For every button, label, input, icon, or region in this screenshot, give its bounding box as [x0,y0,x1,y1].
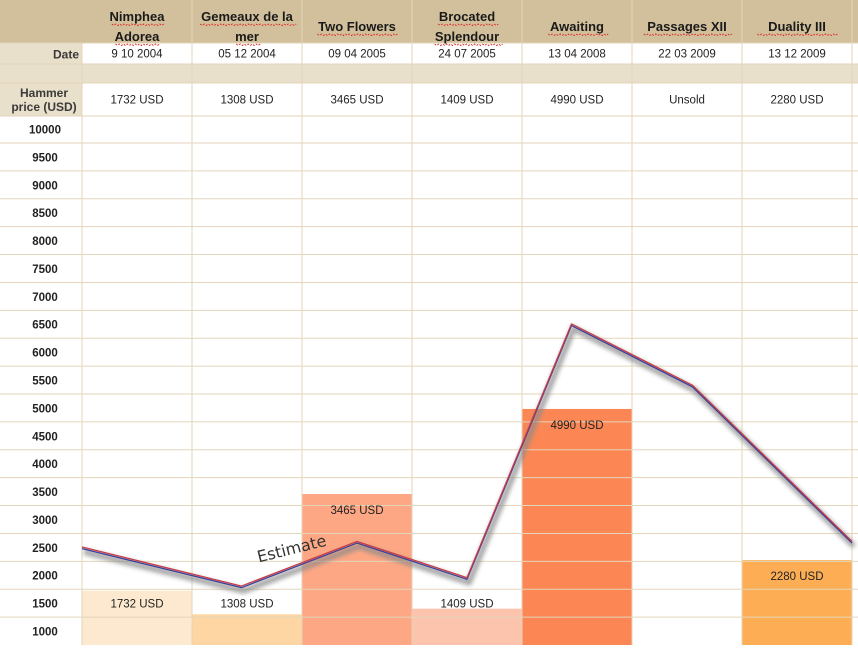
bar [522,408,632,645]
column-title: mer [235,29,259,44]
price-label-cell [0,83,82,116]
spellcheck-underline [757,33,838,37]
bar-value-label: 1732 USD [110,599,163,611]
y-tick-label: 4000 [32,459,58,471]
column-title: Two Flowers [318,19,396,34]
column-title: Awaiting [550,19,604,34]
spellcheck-underline [111,23,165,27]
spellcheck-underline [643,33,733,37]
bar-value-label: 1308 USD [220,599,273,611]
date-cell: 13 12 2009 [768,49,826,61]
row-label-hammer: Hammer [20,86,68,100]
price-cell: 3465 USD [330,95,383,107]
estimate-line [81,324,853,589]
date-cell: 22 03 2009 [658,49,716,61]
price-cell: 1732 USD [110,95,163,107]
price-cell: 1409 USD [440,95,493,107]
column-title: Brocated [439,9,495,24]
header-band [0,0,858,43]
spellcheck-underline [437,23,499,27]
date-cell: 05 12 2004 [218,49,276,61]
spellcheck-underline [235,43,261,47]
bar [412,608,522,645]
y-tick-label: 6000 [32,348,58,360]
spellcheck-underline [317,33,398,37]
bar-value-label: 2280 USD [770,571,823,583]
row-label-date: Date [53,48,79,62]
y-tick-label: 5500 [32,376,58,388]
price-cell: Unsold [669,95,705,107]
y-tick-label: 7000 [32,292,58,304]
bar [302,494,412,645]
y-tick-label: 2000 [32,571,58,583]
date-cell: 9 10 2004 [111,49,163,61]
estimate-line [81,323,853,587]
y-tick-label: 3500 [32,487,58,499]
bar-value-label: 4990 USD [550,420,603,432]
spacer-row [0,64,858,83]
bar [192,614,302,645]
estimate-line-shadow [83,325,857,594]
y-tick-label: 4500 [32,431,58,443]
bar [82,590,192,645]
date-label-cell [0,43,82,64]
y-tick-label: 9000 [32,180,58,192]
spellcheck-underline [199,23,297,27]
y-tick-label: 7500 [32,264,58,276]
price-cell: 1308 USD [220,95,273,107]
date-cell: 24 07 2005 [438,49,496,61]
date-cell: 13 04 2008 [548,49,606,61]
y-tick-label: 2500 [32,543,58,555]
y-tick-label: 5000 [32,403,58,415]
y-tick-label: 8500 [32,208,58,220]
column-title: Duality III [768,19,826,34]
y-tick-label: 1000 [32,627,58,639]
y-tick-label: 8000 [32,236,58,248]
y-tick-label: 6500 [32,320,58,332]
bar [742,560,852,645]
price-cell: 4990 USD [550,95,603,107]
spellcheck-underline [547,33,609,37]
column-title: Adorea [115,29,161,44]
y-tick-label: 10000 [29,125,61,137]
bar-value-label: 1409 USD [440,599,493,611]
y-tick-label: 3000 [32,515,58,527]
column-title: Passages XII [647,19,727,34]
spellcheck-underline [115,43,160,47]
spellcheck-underline [434,43,503,47]
bar-value-label: 3465 USD [330,505,383,517]
row-label-hammer: price (USD) [11,100,76,114]
price-cell: 2280 USD [770,95,823,107]
date-cell: 09 04 2005 [328,49,386,61]
column-title: Splendour [435,29,499,44]
y-tick-label: 9500 [32,152,58,164]
column-title: Nimphea [110,9,166,24]
y-tick-label: 1500 [32,599,58,611]
column-title: Gemeaux de la [201,9,294,24]
